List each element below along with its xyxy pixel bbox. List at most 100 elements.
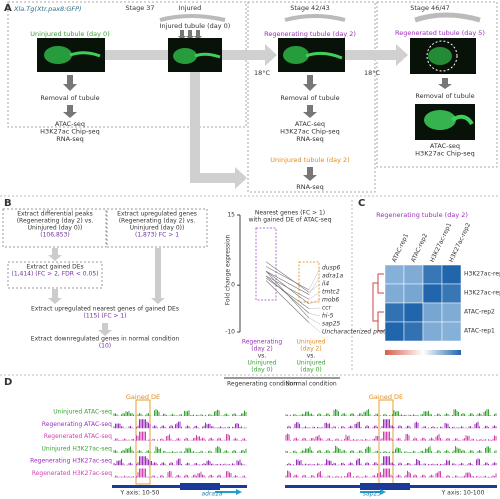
slope-line bbox=[265, 266, 310, 291]
comparison: (day 2) bbox=[251, 346, 272, 353]
slope-line bbox=[265, 270, 310, 295]
highlight-label: Gained DE bbox=[369, 393, 403, 401]
step-text: (Regenerating (day 2) vs. bbox=[119, 218, 196, 225]
heatmap-cell bbox=[384, 283, 405, 304]
condition: Injured tubule (day 0) bbox=[160, 22, 231, 30]
heatmap-cell bbox=[422, 321, 443, 342]
assay: H3K27ac Chip-seq bbox=[40, 128, 100, 136]
stage: Stage 42/43 bbox=[290, 4, 330, 12]
axis-note: Y axis: 10-100 bbox=[441, 490, 485, 497]
dendrogram bbox=[372, 273, 384, 332]
condition: Regenerated tubule (day 5) bbox=[395, 29, 485, 37]
comparison: Uninjured bbox=[248, 360, 277, 367]
gene-label: dusp6 bbox=[322, 265, 341, 272]
signal bbox=[113, 456, 247, 466]
stage: Stage 46/47 bbox=[410, 4, 450, 12]
column-label: ATAC-rep2 bbox=[410, 232, 429, 263]
assay: RNA-seq bbox=[296, 135, 324, 143]
signal bbox=[113, 409, 247, 416]
heatmap-cell bbox=[384, 321, 405, 342]
assay: ATAC-seq bbox=[55, 120, 85, 128]
track-label: Regenerated H3K27ac-seq bbox=[32, 470, 112, 477]
gene-models bbox=[112, 483, 497, 495]
heatmap-cell bbox=[403, 283, 424, 304]
slope-line bbox=[265, 261, 310, 293]
row-label: H3K27ac-rep2 bbox=[464, 271, 500, 278]
assay: RNA-seq bbox=[296, 183, 324, 191]
arrows bbox=[105, 44, 408, 189]
track-label: Uninjured ATAC-seq bbox=[53, 409, 112, 416]
axis-label: Fold change expression bbox=[225, 234, 232, 305]
leader bbox=[308, 291, 321, 300]
signal bbox=[287, 419, 497, 429]
step: Removal of tubule bbox=[415, 92, 474, 100]
step-text: (Regenerating (day 2) vs. bbox=[17, 218, 94, 225]
panel-letter: A bbox=[4, 3, 12, 14]
heatmap-cell bbox=[422, 264, 443, 285]
comparison: vs. bbox=[307, 353, 316, 360]
gene-label: adra1a bbox=[322, 273, 343, 280]
signal bbox=[285, 456, 497, 466]
leader bbox=[308, 283, 321, 293]
step-text: Extract upregulated genes bbox=[117, 211, 197, 218]
temperature: 18°C bbox=[364, 69, 381, 77]
stage: Injured bbox=[179, 4, 202, 12]
step-count: (1,873) FC > 1 bbox=[135, 232, 179, 239]
panel-a-layout bbox=[7, 1, 498, 193]
panel-letter: B bbox=[4, 198, 12, 209]
leader bbox=[308, 307, 321, 309]
step-text: Extract upregulated nearest genes of gai… bbox=[31, 306, 179, 313]
track-label: Regenerating H3K27ac-seq bbox=[30, 458, 112, 465]
separators bbox=[0, 195, 500, 376]
gene-label: tmtc2 bbox=[322, 289, 340, 296]
gene-label: hi-5 bbox=[322, 313, 334, 320]
heatmap-cell bbox=[403, 321, 424, 342]
signal bbox=[285, 445, 497, 453]
group-label: Normal condition bbox=[285, 381, 337, 388]
panel-letter: D bbox=[4, 377, 12, 388]
leader bbox=[308, 317, 321, 325]
step-count: (106,853) bbox=[40, 232, 70, 239]
heatmap-cell bbox=[384, 264, 405, 285]
highlight-label: Gained DE bbox=[126, 393, 160, 401]
track-label: Uninjured H3K27ac-seq bbox=[41, 445, 112, 452]
leader bbox=[308, 313, 321, 317]
heatmap-title: Regenerating tubule (day 2) bbox=[376, 211, 468, 219]
heatmap-cell bbox=[441, 283, 462, 304]
y-tick-label: 15 bbox=[227, 212, 235, 219]
step: Removal of tubule bbox=[280, 94, 339, 102]
signal bbox=[113, 431, 247, 441]
signal bbox=[285, 431, 497, 441]
heatmap-cell bbox=[403, 302, 424, 323]
track-label: Regenerating ATAC-seq bbox=[42, 421, 112, 428]
row-label: H3K27ac-rep1 bbox=[464, 290, 500, 297]
assay: RNA-seq bbox=[56, 135, 84, 143]
browser-frames bbox=[135, 399, 394, 485]
step-text: Extract differential peaks bbox=[17, 211, 93, 218]
group-label: Regenerating condition bbox=[227, 381, 297, 388]
step-text: Uninjured (day 0)) bbox=[130, 225, 185, 232]
signal bbox=[285, 409, 497, 416]
leader bbox=[308, 322, 321, 333]
track-label: Regenerated ATAC-seq bbox=[44, 433, 112, 440]
step-text: Extract downregulated genes in normal co… bbox=[31, 336, 180, 343]
small-arrows bbox=[63, 30, 452, 181]
slope-line bbox=[265, 270, 310, 319]
heatmap-cell bbox=[441, 321, 462, 342]
condition: Uninjured tubule (day 2) bbox=[270, 156, 349, 164]
condition: Uninjured tubule (day 0) bbox=[30, 30, 109, 38]
gene-label: Uncharacterized protein bbox=[322, 329, 395, 336]
heatmap-cell bbox=[384, 302, 405, 323]
leader bbox=[308, 267, 321, 290]
axis-note: Y axis: 10-50 bbox=[120, 490, 160, 497]
assay: H3K27ac Chip-seq bbox=[415, 150, 475, 158]
heatmap-cell bbox=[441, 302, 462, 323]
gene-label: il4 bbox=[322, 281, 329, 288]
gene-name: adra1a bbox=[201, 491, 222, 498]
comparison: Uninjured bbox=[297, 360, 326, 367]
chart-title: Nearest genes (FC > 1) bbox=[255, 210, 325, 217]
step-count: (10) bbox=[99, 343, 111, 350]
chart-title: with gained DE of ATAC-seq bbox=[249, 217, 332, 224]
signal bbox=[113, 446, 247, 453]
